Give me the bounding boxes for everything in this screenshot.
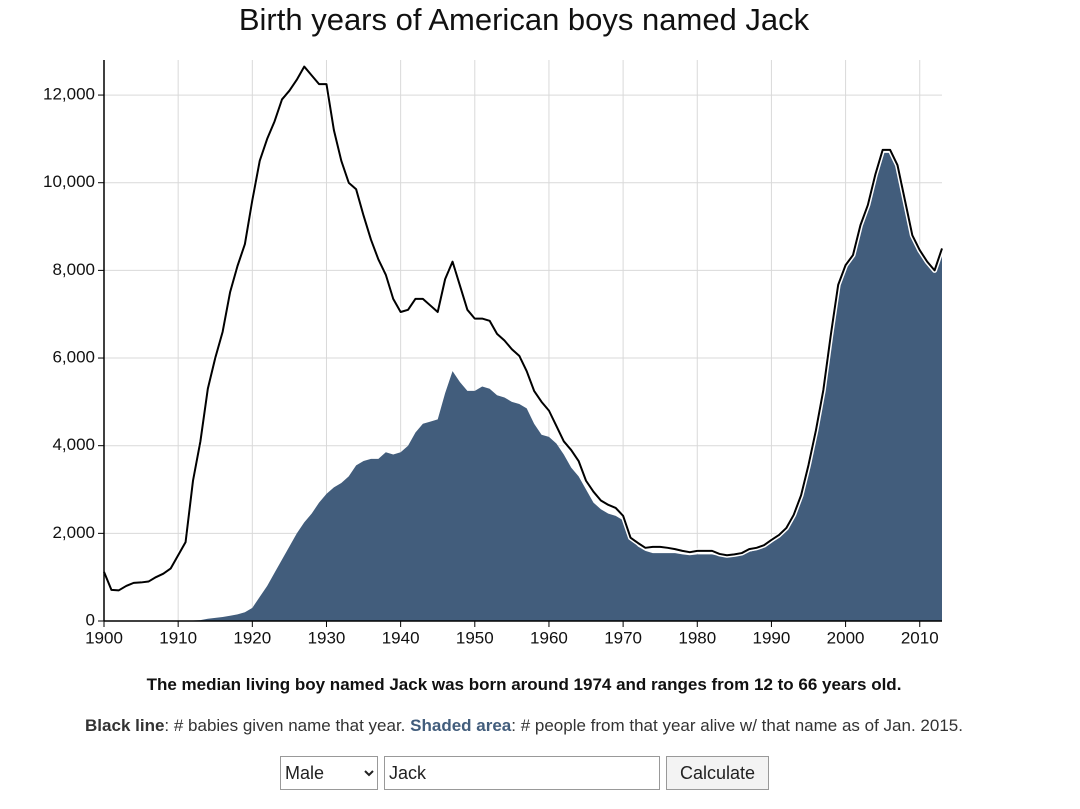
legend-label: Black line	[85, 716, 165, 735]
sex-select[interactable]: Male	[280, 756, 378, 790]
chart-title: Birth years of American boys named Jack	[239, 2, 810, 37]
x-tick-label: 1900	[85, 628, 123, 647]
x-tick-label: 2010	[901, 628, 939, 647]
x-tick-label: 1920	[233, 628, 271, 647]
form: Male Calculate	[280, 756, 769, 790]
y-tick-label: 12,000	[43, 85, 95, 104]
shaded-area	[104, 152, 942, 621]
y-tick-label: 4,000	[52, 435, 95, 454]
x-tick-label: 2000	[827, 628, 865, 647]
x-tick-label: 1910	[159, 628, 197, 647]
x-tick-label: 1960	[530, 628, 568, 647]
y-tick-label: 2,000	[52, 523, 95, 542]
x-tick-label: 1990	[753, 628, 791, 647]
x-tick-label: 1950	[456, 628, 494, 647]
x-tick-label: 1940	[382, 628, 420, 647]
name-input[interactable]	[384, 756, 660, 790]
x-tick-label: 1970	[604, 628, 642, 647]
chart: Birth years of American boys named Jack …	[43, 2, 945, 647]
legend-text: : # babies given name that year.	[164, 716, 406, 735]
y-tick-label: 0	[86, 610, 95, 629]
legend-label: Shaded area	[410, 716, 512, 735]
caption: The median living boy named Jack was bor…	[146, 675, 902, 694]
calculate-button[interactable]: Calculate	[666, 756, 769, 790]
x-tick-label: 1930	[308, 628, 346, 647]
line	[103, 65, 943, 592]
y-tick-label: 10,000	[43, 172, 95, 191]
key: Black line: # babies given name that yea…	[0, 716, 1048, 736]
y-tick-label: 8,000	[52, 260, 95, 279]
legend-text: : # people from that year alive w/ that …	[511, 716, 963, 735]
x-tick-label: 1980	[678, 628, 716, 647]
y-tick-label: 6,000	[52, 348, 95, 367]
